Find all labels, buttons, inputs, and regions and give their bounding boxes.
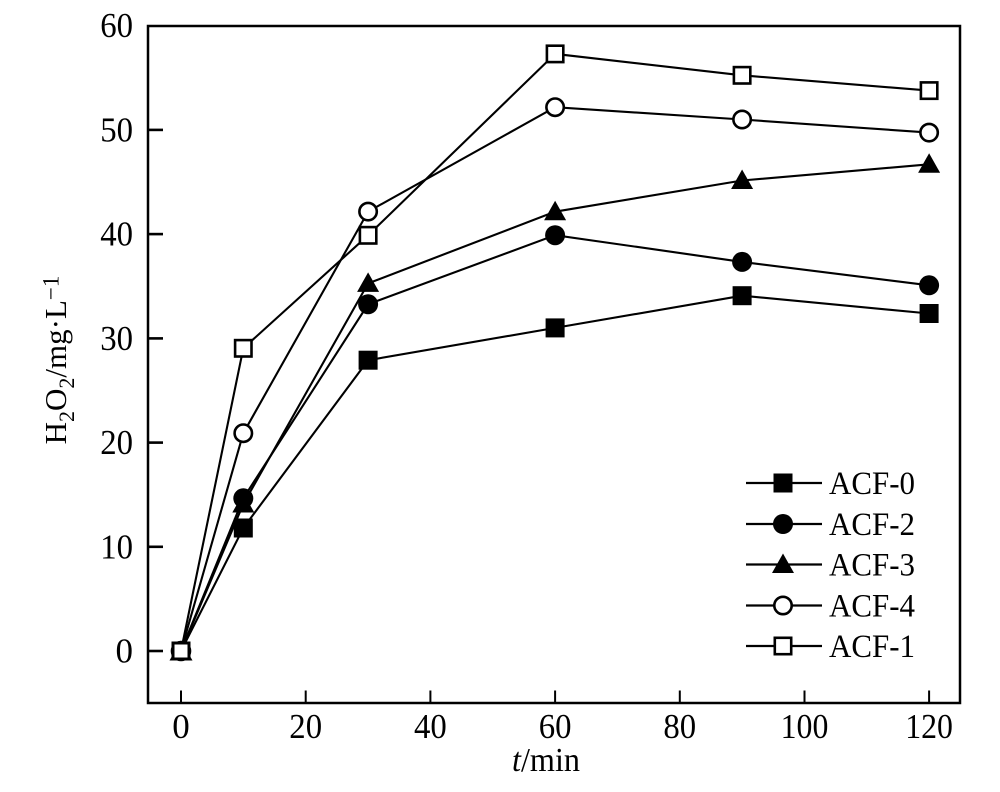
svg-text:60: 60 <box>100 6 133 45</box>
svg-text:t/min: t/min <box>512 742 580 779</box>
svg-text:H2O2/mg·L−1: H2O2/mg·L−1 <box>38 276 79 445</box>
svg-text:ACF-3: ACF-3 <box>829 548 915 584</box>
svg-text:40: 40 <box>100 215 133 254</box>
svg-text:60: 60 <box>539 707 572 746</box>
svg-text:20: 20 <box>100 423 133 462</box>
svg-text:10: 10 <box>100 527 133 566</box>
svg-text:0: 0 <box>172 707 190 746</box>
svg-text:20: 20 <box>289 707 322 746</box>
svg-text:40: 40 <box>414 707 447 746</box>
svg-text:ACF-1: ACF-1 <box>829 629 915 665</box>
svg-text:30: 30 <box>100 319 133 358</box>
svg-text:120: 120 <box>905 707 953 746</box>
svg-text:0: 0 <box>116 632 134 671</box>
svg-text:ACF-4: ACF-4 <box>829 589 915 625</box>
svg-text:100: 100 <box>781 707 829 746</box>
svg-text:50: 50 <box>100 110 133 149</box>
svg-text:ACF-2: ACF-2 <box>829 507 915 543</box>
svg-text:80: 80 <box>663 707 696 746</box>
svg-text:ACF-0: ACF-0 <box>829 466 915 502</box>
